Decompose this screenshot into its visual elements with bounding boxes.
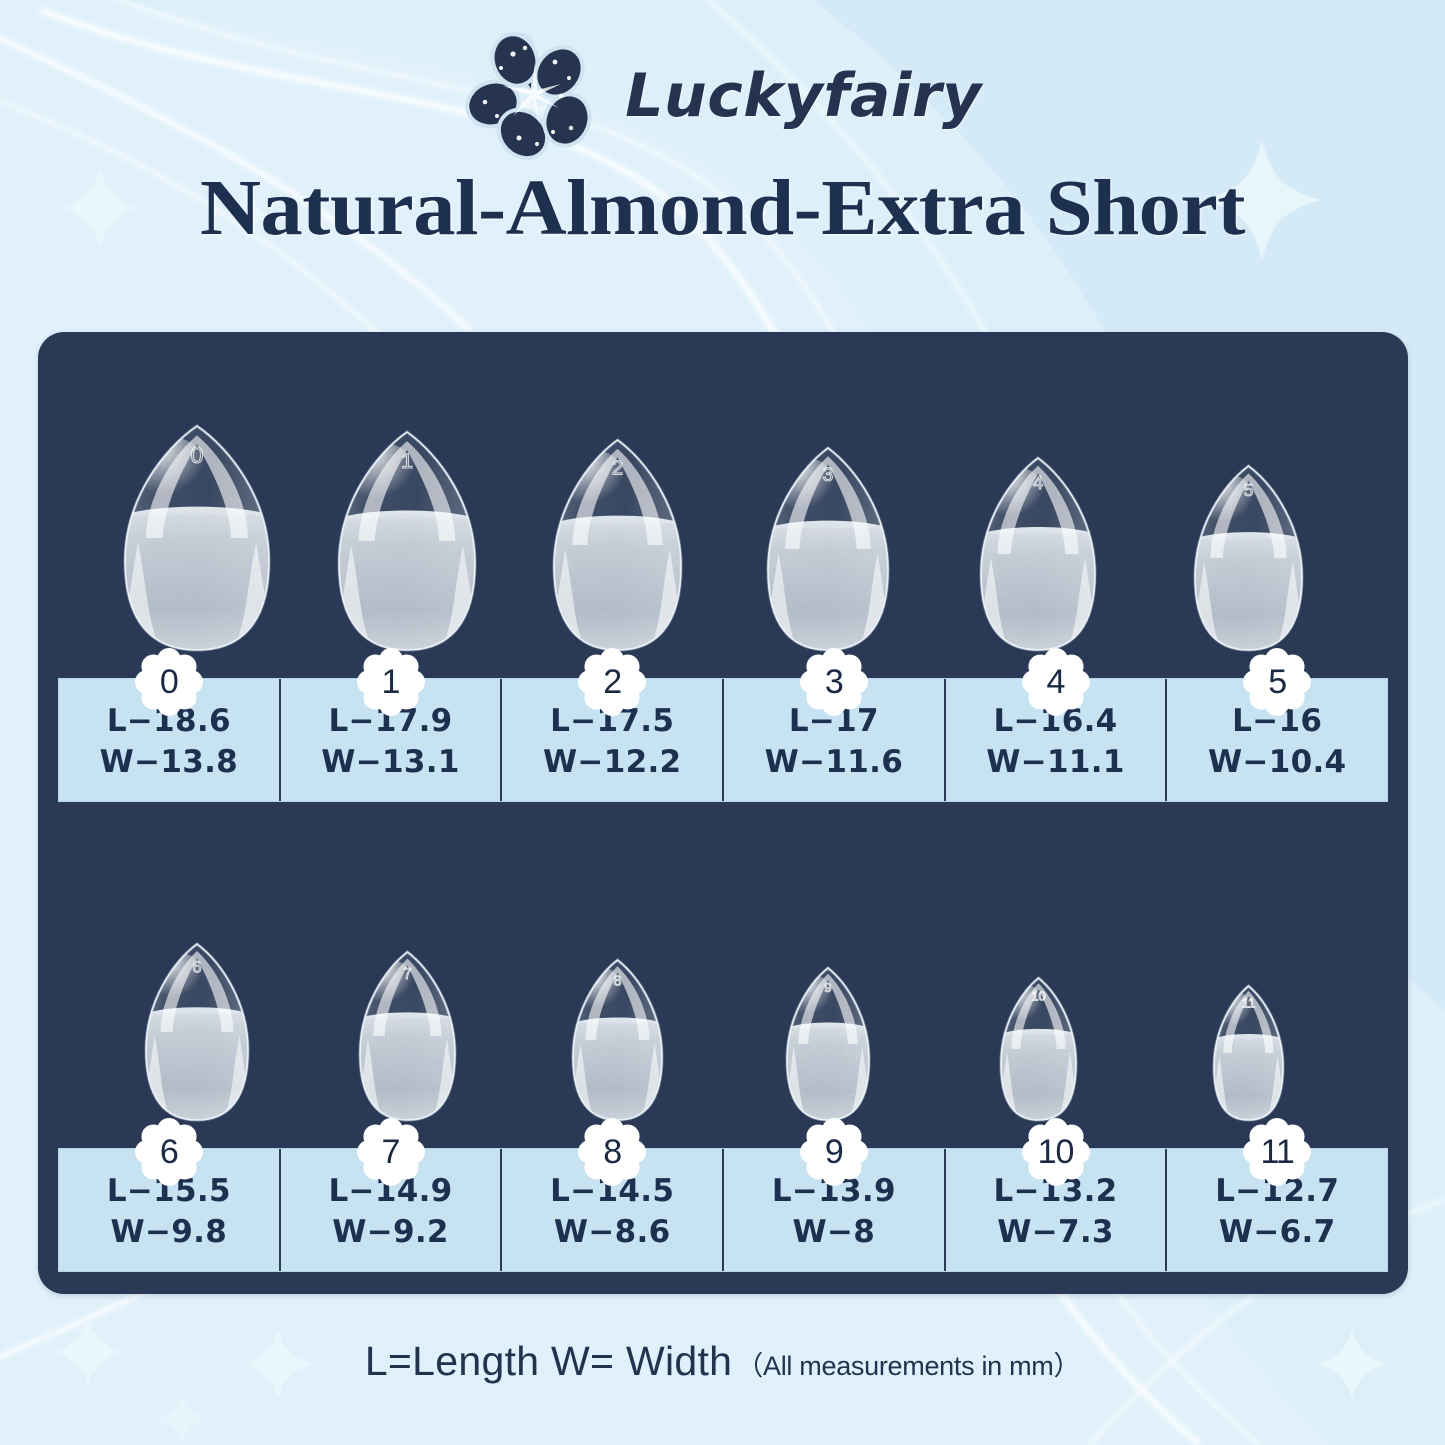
size-badge-9: 9 bbox=[795, 1113, 873, 1191]
legend-note: （All measurements in mm） bbox=[736, 1351, 1081, 1381]
width-value: W−7.3 bbox=[997, 1214, 1114, 1251]
size-badge-number: 4 bbox=[1046, 663, 1066, 701]
size-badge-1: 1 bbox=[352, 643, 430, 721]
nail-tip-2: 2 bbox=[513, 362, 723, 652]
size-badge-number: 10 bbox=[1037, 1133, 1075, 1171]
svg-text:0: 0 bbox=[191, 442, 204, 468]
size-badge-number: 6 bbox=[159, 1133, 179, 1171]
nail-tip-9: 9 bbox=[723, 832, 933, 1122]
width-value: W−11.1 bbox=[986, 744, 1125, 781]
nail-tip-11: 11 bbox=[1144, 832, 1354, 1122]
svg-text:9: 9 bbox=[824, 980, 831, 995]
footer-legend: L=Length W= Width （All measurements in m… bbox=[0, 1338, 1445, 1385]
size-badge-4: 4 bbox=[1017, 643, 1095, 721]
size-badge-5: 5 bbox=[1238, 643, 1316, 721]
width-value: W−13.8 bbox=[99, 744, 239, 781]
width-value: W−9.2 bbox=[332, 1214, 449, 1251]
legend-text: L=Length W= Width bbox=[364, 1338, 733, 1384]
svg-text:3: 3 bbox=[823, 465, 834, 486]
measure-cell-8: 8 L−14.5 W−8.6 bbox=[502, 1118, 725, 1271]
svg-text:1: 1 bbox=[401, 448, 413, 473]
width-value: W−8 bbox=[792, 1214, 876, 1251]
page-title: Natural-Almond-Extra Short bbox=[199, 165, 1246, 252]
measure-band-bottom: 6 L−15.5 W−9.8 7 L−14.9 W−9.2 8 L−14.5 W−8.6 9… bbox=[58, 1118, 1388, 1272]
measure-cell-0: 0 L−18.6 W−13.8 bbox=[59, 648, 281, 801]
size-chart-panel: 0 bbox=[38, 332, 1408, 1294]
measure-cell-10: 10 L−13.2 W−7.3 bbox=[946, 1118, 1168, 1271]
size-badge-number: 11 bbox=[1260, 1133, 1295, 1171]
nail-tip-4: 4 bbox=[933, 362, 1143, 652]
measure-cell-3: 3 L−17 W−11.6 bbox=[724, 648, 946, 801]
measure-cell-6: 6 L−15.5 W−9.8 bbox=[59, 1118, 281, 1271]
svg-text:6: 6 bbox=[193, 958, 202, 976]
nail-tip-7: 7 bbox=[302, 832, 512, 1122]
size-badge-6: 6 bbox=[130, 1113, 208, 1191]
measure-band-top: 0 L−18.6 W−13.8 1 L−17.9 W−13.1 2 L−17.5 W−12.… bbox=[58, 648, 1388, 802]
size-badge-8: 8 bbox=[573, 1113, 651, 1191]
measure-cell-2: 2 L−17.5 W−12.2 bbox=[502, 648, 725, 801]
nail-tip-5: 5 bbox=[1144, 362, 1354, 652]
svg-text:2: 2 bbox=[612, 457, 623, 479]
size-badge-10: 10 bbox=[1017, 1113, 1095, 1191]
five-petal-clover-stars-icon bbox=[465, 32, 592, 160]
nail-tip-0: 0 bbox=[92, 362, 302, 652]
size-badge-number: 1 bbox=[381, 663, 401, 701]
width-value: W−12.2 bbox=[542, 744, 682, 781]
size-badge-number: 3 bbox=[824, 663, 844, 701]
nail-tip-6: 6 bbox=[92, 832, 302, 1122]
measure-cell-1: 1 L−17.9 W−13.1 bbox=[281, 648, 503, 801]
svg-text:7: 7 bbox=[403, 966, 412, 983]
nail-strip-top: 0 bbox=[38, 362, 1408, 652]
svg-text:10: 10 bbox=[1031, 989, 1045, 1004]
size-badge-2: 2 bbox=[573, 643, 651, 721]
nail-tip-10: 10 bbox=[933, 832, 1143, 1122]
width-value: W−13.1 bbox=[321, 744, 460, 781]
measure-cell-4: 4 L−16.4 W−11.1 bbox=[946, 648, 1168, 801]
svg-text:8: 8 bbox=[614, 974, 622, 990]
size-badge-3: 3 bbox=[795, 643, 873, 721]
svg-text:11: 11 bbox=[1242, 995, 1256, 1010]
measure-cell-5: 5 L−16 W−10.4 bbox=[1167, 648, 1387, 801]
svg-text:5: 5 bbox=[1244, 480, 1254, 500]
size-badge-7: 7 bbox=[352, 1113, 430, 1191]
size-badge-number: 7 bbox=[381, 1133, 401, 1171]
width-value: W−8.6 bbox=[553, 1214, 671, 1251]
measure-cell-7: 7 L−14.9 W−9.2 bbox=[281, 1118, 503, 1271]
width-value: W−11.6 bbox=[764, 744, 904, 781]
chart-row-top: 0 bbox=[38, 362, 1408, 802]
chart-row-bottom: 6 bbox=[38, 832, 1408, 1272]
measure-cell-11: 11 L−12.7 W−6.7 bbox=[1167, 1118, 1387, 1271]
nail-tip-8: 8 bbox=[513, 832, 723, 1122]
size-badge-11: 11 bbox=[1238, 1113, 1316, 1191]
size-badge-number: 0 bbox=[159, 663, 179, 701]
svg-text:4: 4 bbox=[1033, 472, 1043, 493]
size-badge-number: 5 bbox=[1268, 663, 1287, 701]
nail-strip-bottom: 6 bbox=[38, 832, 1408, 1122]
brand-header: Luckyfairy bbox=[0, 0, 1445, 160]
size-badge-number: 2 bbox=[603, 663, 622, 701]
width-value: W−6.7 bbox=[1218, 1214, 1336, 1251]
nail-tip-1: 1 bbox=[302, 362, 512, 652]
size-badge-number: 8 bbox=[603, 1133, 622, 1171]
size-badge-number: 9 bbox=[824, 1133, 844, 1171]
width-value: W−10.4 bbox=[1207, 744, 1347, 781]
nail-tip-3: 3 bbox=[723, 362, 933, 652]
brand-name: Luckyfairy bbox=[625, 61, 982, 131]
size-badge-0: 0 bbox=[130, 643, 208, 721]
width-value: W−9.8 bbox=[110, 1214, 228, 1251]
measure-cell-9: 9 L−13.9 W−8 bbox=[724, 1118, 946, 1271]
